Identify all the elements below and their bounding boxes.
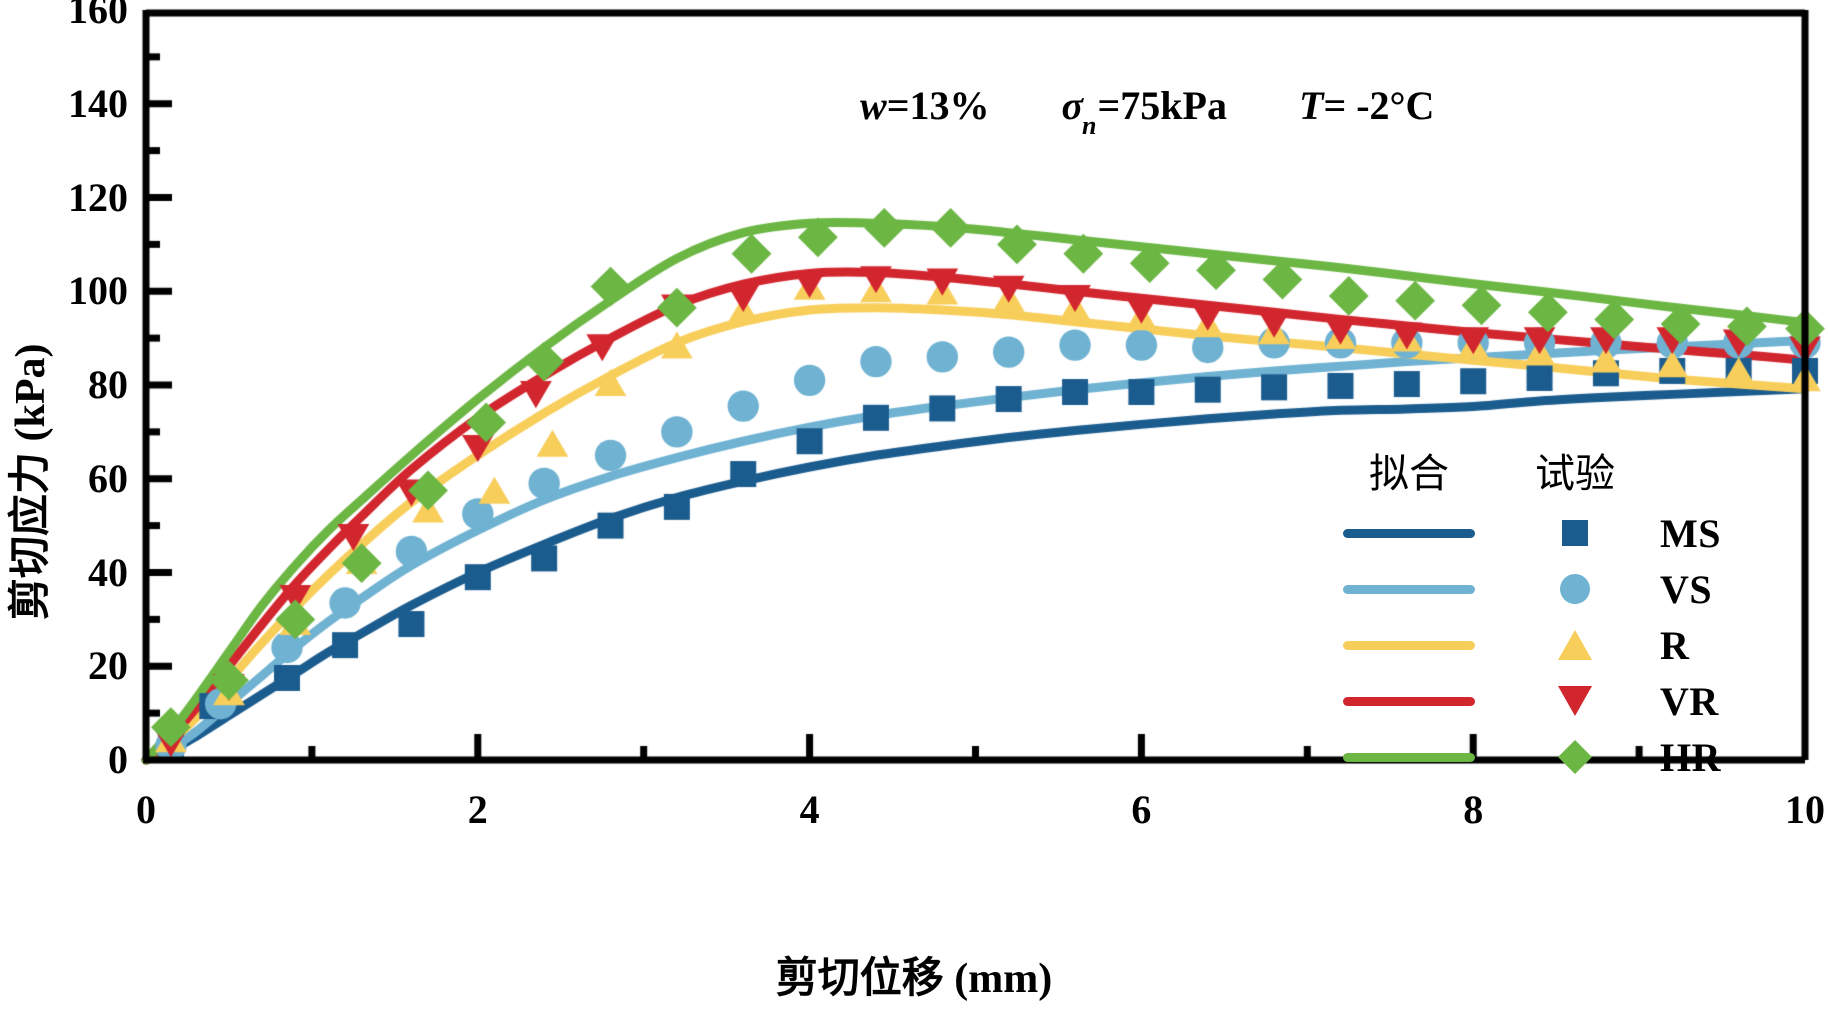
y-tick-label: 140 xyxy=(68,80,128,126)
annotation-temperature-value: = -2°C xyxy=(1323,83,1435,128)
annotation-normal-stress-subscript: n xyxy=(1082,111,1097,140)
y-tick-label: 20 xyxy=(88,643,128,689)
legend-marker-triangle-down-icon xyxy=(1500,686,1650,716)
legend-label: VS xyxy=(1660,566,1713,612)
legend-line-swatch-r xyxy=(1318,640,1500,650)
y-tick-label: 120 xyxy=(68,174,128,220)
y-tick-label: 160 xyxy=(68,0,128,32)
legend-header-fit: 拟合 xyxy=(1369,451,1449,497)
legend-label: R xyxy=(1660,622,1690,668)
chart-annotations: w=13% σn=75kPa T= -2°C xyxy=(860,82,1434,140)
x-tick-label: 6 xyxy=(1131,787,1152,832)
annotation-temperature-symbol: T xyxy=(1299,83,1324,128)
annotation-normal-stress-symbol: σ xyxy=(1061,83,1084,128)
legend-marker-diamond-icon xyxy=(1500,740,1650,774)
legend-line-swatch-hr xyxy=(1318,752,1500,762)
y-tick-label: 60 xyxy=(88,455,128,501)
legend-label: VR xyxy=(1660,678,1719,724)
x-tick-label: 0 xyxy=(136,787,156,832)
legend-label: HR xyxy=(1660,734,1721,780)
annotation-normal-stress-value: =75kPa xyxy=(1097,83,1227,128)
legend-label: MS xyxy=(1660,510,1721,556)
annotation-water-content: w=13% xyxy=(860,82,989,129)
legend-marker-circle-icon xyxy=(1500,574,1650,604)
y-tick-label: 0 xyxy=(108,737,128,782)
legend-rows: MS VS R VR HR xyxy=(1318,505,1818,785)
legend-marker-square-icon xyxy=(1500,520,1650,546)
legend-line-swatch-ms xyxy=(1318,528,1500,538)
x-tick-label: 10 xyxy=(1785,787,1825,832)
chart-legend: 拟合 试验 MS VS R VR HR xyxy=(1318,443,1818,785)
annotation-normal-stress: σn=75kPa xyxy=(1061,82,1227,140)
legend-line-swatch-vr xyxy=(1318,696,1500,706)
annotation-temperature: T= -2°C xyxy=(1299,82,1434,129)
y-tick-label: 100 xyxy=(68,268,128,314)
y-tick-label: 40 xyxy=(88,549,128,595)
legend-row-r[interactable]: R xyxy=(1318,617,1818,673)
legend-row-ms[interactable]: MS xyxy=(1318,505,1818,561)
x-tick-label: 4 xyxy=(799,787,820,832)
x-tick-label: 8 xyxy=(1463,787,1484,832)
annotation-water-content-symbol: w xyxy=(860,83,887,128)
y-tick-label: 80 xyxy=(88,362,128,407)
legend-marker-triangle-up-icon xyxy=(1500,630,1650,660)
legend-line-swatch-vs xyxy=(1318,584,1500,594)
legend-header-test: 试验 xyxy=(1535,451,1615,497)
x-tick-label: 2 xyxy=(467,787,488,832)
annotation-water-content-value: =13% xyxy=(886,83,990,128)
legend-row-vr[interactable]: VR xyxy=(1318,673,1818,729)
legend-row-hr[interactable]: HR xyxy=(1318,729,1818,785)
legend-header-row: 拟合 试验 xyxy=(1318,443,1818,499)
x-axis-title: 剪切位移 (mm) xyxy=(775,956,1053,1002)
legend-row-vs[interactable]: VS xyxy=(1318,561,1818,617)
